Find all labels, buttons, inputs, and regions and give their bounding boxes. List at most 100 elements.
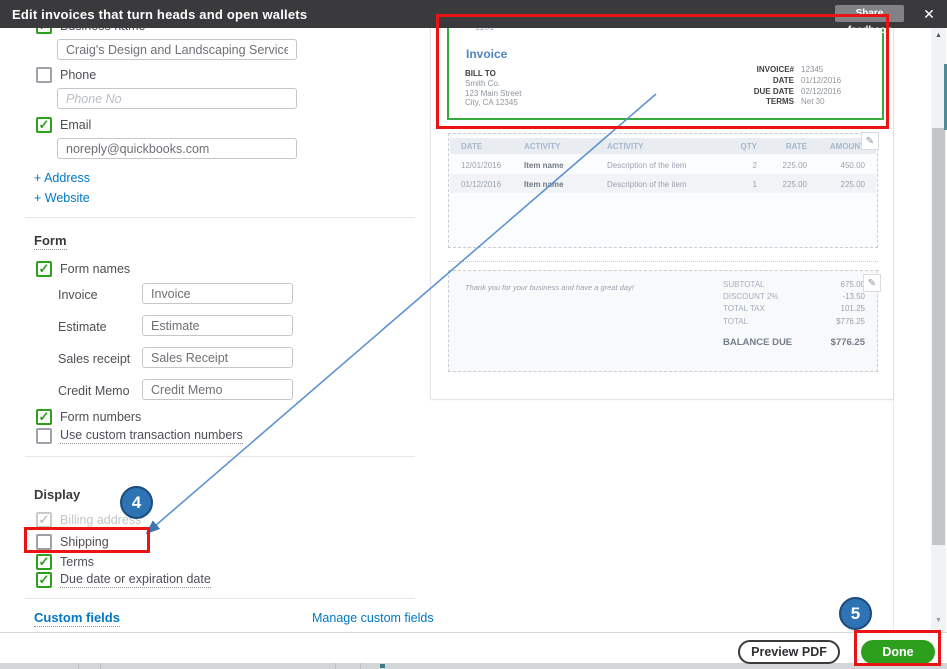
add-website-link[interactable]: + Website	[34, 191, 90, 205]
terms-row: ✓ Terms	[36, 554, 94, 570]
thank-you-message: Thank you for your business and have a g…	[465, 283, 634, 292]
credit-memo-name-label: Credit Memo	[58, 384, 130, 398]
form-numbers-row: ✓ Form numbers	[36, 409, 141, 425]
meta-value: 12345	[801, 65, 824, 74]
due-date-checkbox[interactable]: ✓	[36, 572, 52, 588]
manage-custom-fields-link[interactable]: Manage custom fields	[312, 611, 434, 625]
dialog-footer: Preview PDF Done	[0, 632, 947, 664]
table-header-band	[450, 138, 876, 154]
phone-input[interactable]	[57, 88, 297, 109]
total-label: TOTAL TAX	[723, 304, 765, 314]
form-names-checkbox[interactable]: ✓	[36, 261, 52, 277]
callout-step-5: 5	[839, 597, 872, 630]
sales-receipt-name-label: Sales receipt	[58, 352, 131, 366]
table-cell: 2	[752, 161, 757, 170]
scrollbar-thumb[interactable]	[932, 128, 945, 545]
col-header-amount: AMOUNT	[829, 142, 865, 151]
col-header-activity: ACTIVITY	[524, 142, 561, 151]
custom-transaction-numbers-label: Use custom transaction numbers	[60, 428, 243, 444]
invoice-preview-header-section[interactable]: 1101 Invoice BILL TO Smith Co. 123 Main …	[447, 18, 884, 120]
table-cell: 225.00	[782, 161, 807, 170]
done-button[interactable]: Done	[861, 640, 935, 664]
billing-address-row: ✓ Billing address	[36, 512, 141, 528]
table-cell: Description of the item	[607, 161, 687, 170]
callout-step-4: 4	[120, 486, 153, 519]
business-name-input[interactable]	[57, 39, 297, 60]
meta-label: DATE	[772, 75, 794, 85]
total-label: DISCOUNT 2%	[723, 292, 779, 302]
total-value: $776.25	[836, 316, 865, 326]
meta-value: 02/12/2016	[801, 86, 842, 96]
display-section-heading: Display	[34, 487, 81, 502]
meta-value: 01/12/2016	[801, 75, 842, 85]
meta-label: TERMS	[766, 97, 794, 107]
table-cell: 1	[752, 180, 757, 189]
invoice-name-input[interactable]	[142, 283, 293, 304]
due-date-row: ✓ Due date or expiration date	[36, 572, 211, 588]
invoice-preview-title: Invoice	[466, 47, 508, 61]
preview-dotted-separator	[448, 261, 878, 262]
shipping-row: Shipping	[36, 534, 109, 550]
total-label: TOTAL	[723, 316, 749, 326]
bill-to-address: Smith Co. 123 Main Street City, CA 12345	[465, 79, 521, 108]
table-cell: 01/12/2016	[461, 180, 502, 189]
credit-memo-name-input[interactable]	[142, 379, 293, 400]
email-input[interactable]	[57, 138, 297, 159]
sales-receipt-name-input[interactable]	[142, 347, 293, 368]
col-header-qty: QTY	[740, 142, 757, 151]
shipping-checkbox[interactable]	[36, 534, 52, 550]
section-divider	[25, 456, 415, 457]
table-cell: 12/01/2016	[461, 161, 502, 170]
bill-to-line: Smith Co.	[465, 79, 501, 88]
billing-address-checkbox: ✓	[36, 512, 52, 528]
edit-pencil-icon[interactable]: ✎	[861, 132, 879, 150]
billing-address-label: Billing address	[60, 513, 142, 527]
share-feedback-button[interactable]: Share feedback	[835, 5, 904, 36]
invoice-meta: INVOICE# 12345 DATE 01/12/2016 DUE DATE 02/…	[689, 65, 874, 108]
add-address-link[interactable]: + Address	[34, 171, 90, 185]
phone-label: Phone	[60, 68, 97, 82]
balance-due-value: $776.25	[830, 336, 865, 348]
dialog-header: Edit invoices that turn heads and open w…	[0, 0, 947, 36]
custom-transaction-numbers-checkbox[interactable]	[36, 428, 52, 444]
scroll-down-icon[interactable]: ▼	[935, 617, 942, 624]
total-value: 675.00	[840, 280, 865, 289]
custom-fields-link[interactable]: Custom fields	[34, 610, 120, 627]
totals-block: SUBTOTAL 675.00 DISCOUNT 2% -13.50 TOTAL T…	[723, 279, 865, 349]
section-divider	[25, 217, 415, 218]
total-value: -13.50	[842, 292, 865, 302]
table-cell: Item name	[524, 161, 564, 170]
terms-checkbox[interactable]: ✓	[36, 554, 52, 570]
invoice-preview-table-section[interactable]: DATE ACTIVITY ACTIVITY QTY RATE AMOUNT 1…	[448, 132, 879, 248]
window-edge-strip	[944, 64, 947, 130]
terms-label: Terms	[60, 555, 95, 569]
bill-to-line: City, CA 12345	[465, 98, 518, 107]
bill-to-label: BILL TO	[465, 69, 496, 78]
form-numbers-checkbox[interactable]: ✓	[36, 409, 52, 425]
estimate-name-label: Estimate	[58, 320, 107, 334]
balance-due-label: BALANCE DUE	[723, 336, 793, 348]
vertical-scrollbar[interactable]: ▲ ▼	[931, 28, 946, 632]
phone-checkbox[interactable]	[36, 67, 52, 83]
email-row: ✓ Email	[36, 117, 91, 133]
taskbar-marker	[380, 664, 385, 668]
close-icon[interactable]: ✕	[923, 6, 935, 22]
edit-pencil-icon[interactable]: ✎	[863, 274, 881, 292]
table-cell: Description of the item	[607, 180, 687, 189]
section-divider	[25, 598, 415, 599]
table-cell: 225.00	[782, 180, 807, 189]
col-header-rate: RATE	[785, 142, 807, 151]
email-checkbox[interactable]: ✓	[36, 117, 52, 133]
total-label: SUBTOTAL	[723, 280, 765, 289]
meta-value: Net 30	[801, 97, 825, 107]
shipping-label: Shipping	[60, 535, 109, 549]
col-header-activity2: ACTIVITY	[607, 142, 644, 151]
form-section-heading: Form	[34, 233, 67, 250]
scroll-up-icon[interactable]: ▲	[935, 32, 942, 39]
meta-label: INVOICE#	[756, 65, 794, 74]
email-label: Email	[60, 118, 92, 132]
estimate-name-input[interactable]	[142, 315, 293, 336]
invoice-preview-totals-section[interactable]: Thank you for your business and have a g…	[448, 270, 881, 372]
preview-pdf-button[interactable]: Preview PDF	[738, 640, 840, 664]
